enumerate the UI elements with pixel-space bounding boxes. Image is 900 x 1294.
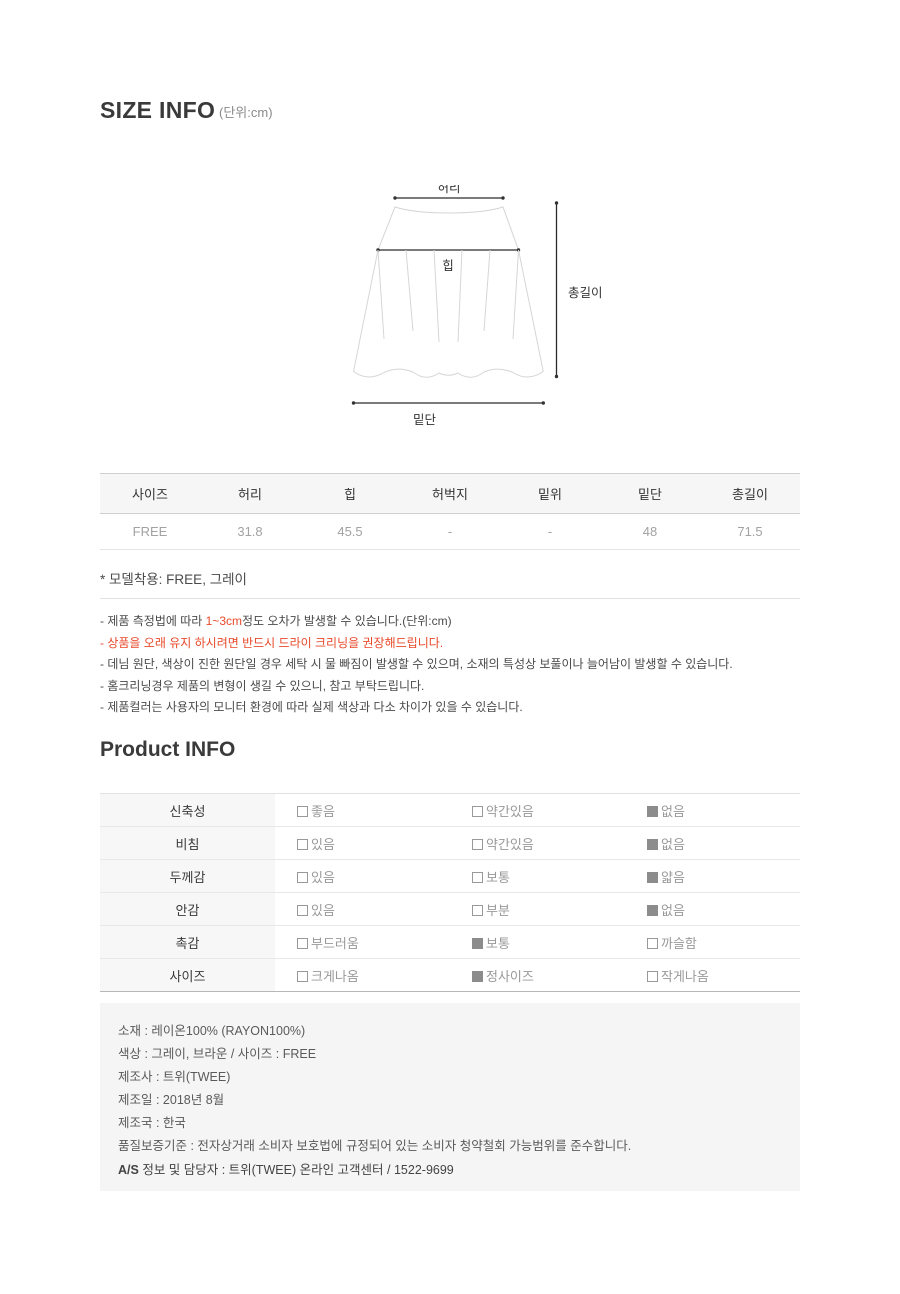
svg-text:허리: 허리 [437, 185, 460, 195]
svg-text:힙: 힙 [442, 259, 454, 273]
